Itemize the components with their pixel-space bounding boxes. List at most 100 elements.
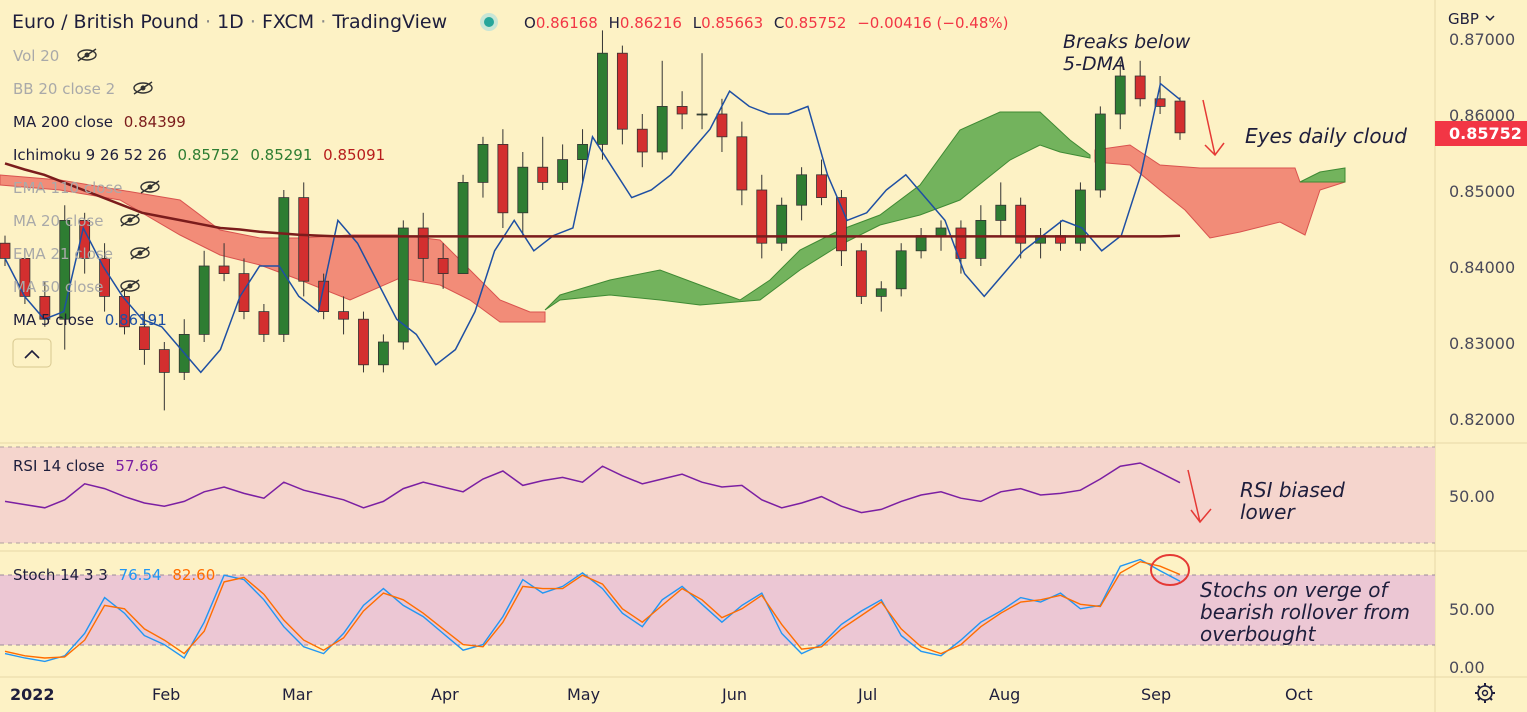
annotation-text: Eyes daily cloud [1245, 124, 1407, 148]
stoch-axis-tick: 0.00 [1449, 658, 1485, 677]
candle [318, 273, 330, 320]
candle [1114, 60, 1126, 130]
price-tick: 0.84000 [1449, 258, 1515, 277]
candle-body [597, 52, 608, 145]
hidden-eye-icon[interactable] [133, 81, 153, 95]
chevron-down-icon[interactable] [1485, 15, 1495, 22]
candle [676, 91, 688, 130]
candle [855, 243, 867, 304]
annotation-breaks-5dma: Breaks below 5-DMA [1063, 31, 1191, 75]
stoch-legend[interactable]: Stoch 14 3 3 76.54 82.60 [13, 566, 215, 584]
candle-body [557, 159, 569, 183]
stoch-k-line [4, 558, 1181, 663]
candle-body [537, 166, 549, 183]
candle-body [238, 273, 250, 313]
price-tick: 0.82000 [1449, 410, 1515, 429]
legend-label: EMA 21 close [13, 245, 113, 263]
stoch-d-line [4, 560, 1181, 659]
legend-vol[interactable]: Vol 20 [13, 47, 97, 65]
down-arrow-icon [1187, 469, 1212, 524]
candle [816, 159, 827, 206]
annotation-text: 5-DMA [1063, 53, 1126, 75]
candle-body [417, 227, 429, 259]
candle-body [0, 242, 11, 259]
legend-label: MA 5 close [13, 311, 94, 329]
rsi-legend[interactable]: RSI 14 close 57.66 [13, 457, 158, 475]
candle [836, 190, 847, 266]
legend-bb[interactable]: BB 20 close 2 [13, 80, 153, 98]
candle-body [198, 265, 210, 335]
legend-value: 0.85091 [323, 146, 385, 164]
ichimoku-cloud-bearish-2 [1094, 144, 1346, 239]
candle-body [756, 189, 768, 244]
rsi-line [4, 462, 1181, 514]
indicator-legend[interactable]: Vol 20 BB 20 close 2 MA 200 close 0.8439… [12, 47, 385, 368]
legend-ma5[interactable]: MA 5 close 0.86191 [13, 311, 167, 329]
candle-body [1154, 98, 1166, 107]
legend-ma20[interactable]: MA 20 close [13, 212, 140, 230]
annotation-text: bearish rollover from [1200, 600, 1410, 624]
candle [338, 296, 349, 335]
candle [1154, 76, 1166, 114]
chart-header[interactable]: Euro / British Pound · 1D · FXCM · Tradi… [12, 10, 1495, 33]
currency-label[interactable]: GBP [1448, 10, 1479, 28]
symbol-name[interactable]: Euro / British Pound [12, 11, 199, 33]
rsi-band [0, 447, 1435, 543]
price-tick: 0.86000 [1449, 106, 1515, 125]
open-value: 0.86168 [536, 14, 598, 32]
time-tick-year: 2022 [10, 685, 55, 704]
candle-body [636, 128, 648, 153]
collapse-legend-button[interactable] [12, 338, 52, 368]
market-status-icon[interactable] [484, 17, 494, 27]
stoch-band [0, 575, 1435, 645]
candle [497, 129, 509, 228]
legend-ichimoku[interactable]: Ichimoku 9 26 52 26 0.85752 0.85291 0.85… [13, 146, 385, 164]
candle [557, 144, 569, 190]
candle-body [497, 143, 509, 214]
rsi-plot [4, 462, 1181, 514]
svg-text:Ichimoku 9 26 52 26 0.: Ichimoku 9 26 52 26 0.85752 0.85291 0.85… [13, 146, 385, 164]
candle [1134, 60, 1146, 107]
platform: TradingView [331, 11, 447, 33]
candle-body [517, 166, 529, 214]
legend-ma200[interactable]: MA 200 close 0.84399 [13, 113, 186, 131]
candle [696, 53, 708, 130]
annotation-text: Stochs on verge of [1200, 578, 1390, 602]
high-value: 0.86216 [620, 14, 682, 32]
annotation-rsi: RSI biased lower [1187, 469, 1345, 524]
candle-body [776, 204, 788, 244]
candle-body [218, 265, 230, 274]
hidden-eye-icon[interactable] [130, 246, 150, 260]
price-tick: 0.87000 [1449, 30, 1515, 49]
candle [1075, 182, 1086, 251]
candle-body [318, 280, 330, 313]
legend-ema110[interactable]: EMA 110 close [13, 179, 160, 197]
candle [796, 167, 808, 221]
time-axis[interactable]: 2022 Feb Mar Apr May Jun Jul Aug Sep Oct [10, 685, 1313, 704]
candle [1015, 197, 1027, 259]
interval[interactable]: 1D [217, 11, 244, 33]
candle [377, 334, 389, 373]
candle [1174, 97, 1186, 140]
annotation-text: Breaks below [1063, 31, 1191, 53]
candle [278, 190, 290, 342]
candle [537, 136, 549, 190]
hidden-eye-icon[interactable] [77, 48, 97, 62]
candle-body [975, 219, 987, 259]
legend-value: 0.85752 [178, 146, 240, 164]
legend-ema21[interactable]: EMA 21 close [13, 245, 150, 263]
time-tick: Sep [1141, 685, 1171, 704]
candle-body [935, 227, 947, 236]
hidden-eye-icon[interactable] [120, 279, 140, 293]
hidden-eye-icon[interactable] [120, 213, 140, 227]
price-scale[interactable] [1435, 0, 1527, 712]
candle [59, 205, 71, 350]
candle [238, 258, 250, 320]
hidden-eye-icon[interactable] [140, 180, 160, 194]
stoch-label: Stoch 14 3 3 [13, 566, 108, 584]
legend-ma50[interactable]: MA 50 close [13, 278, 140, 296]
last-price-badge: 0.85752 [1435, 121, 1527, 146]
settings-gear-icon[interactable] [1475, 683, 1495, 703]
change-value: −0.00416 (−0.48%) [857, 14, 1008, 32]
rsi-value: 57.66 [115, 457, 158, 475]
